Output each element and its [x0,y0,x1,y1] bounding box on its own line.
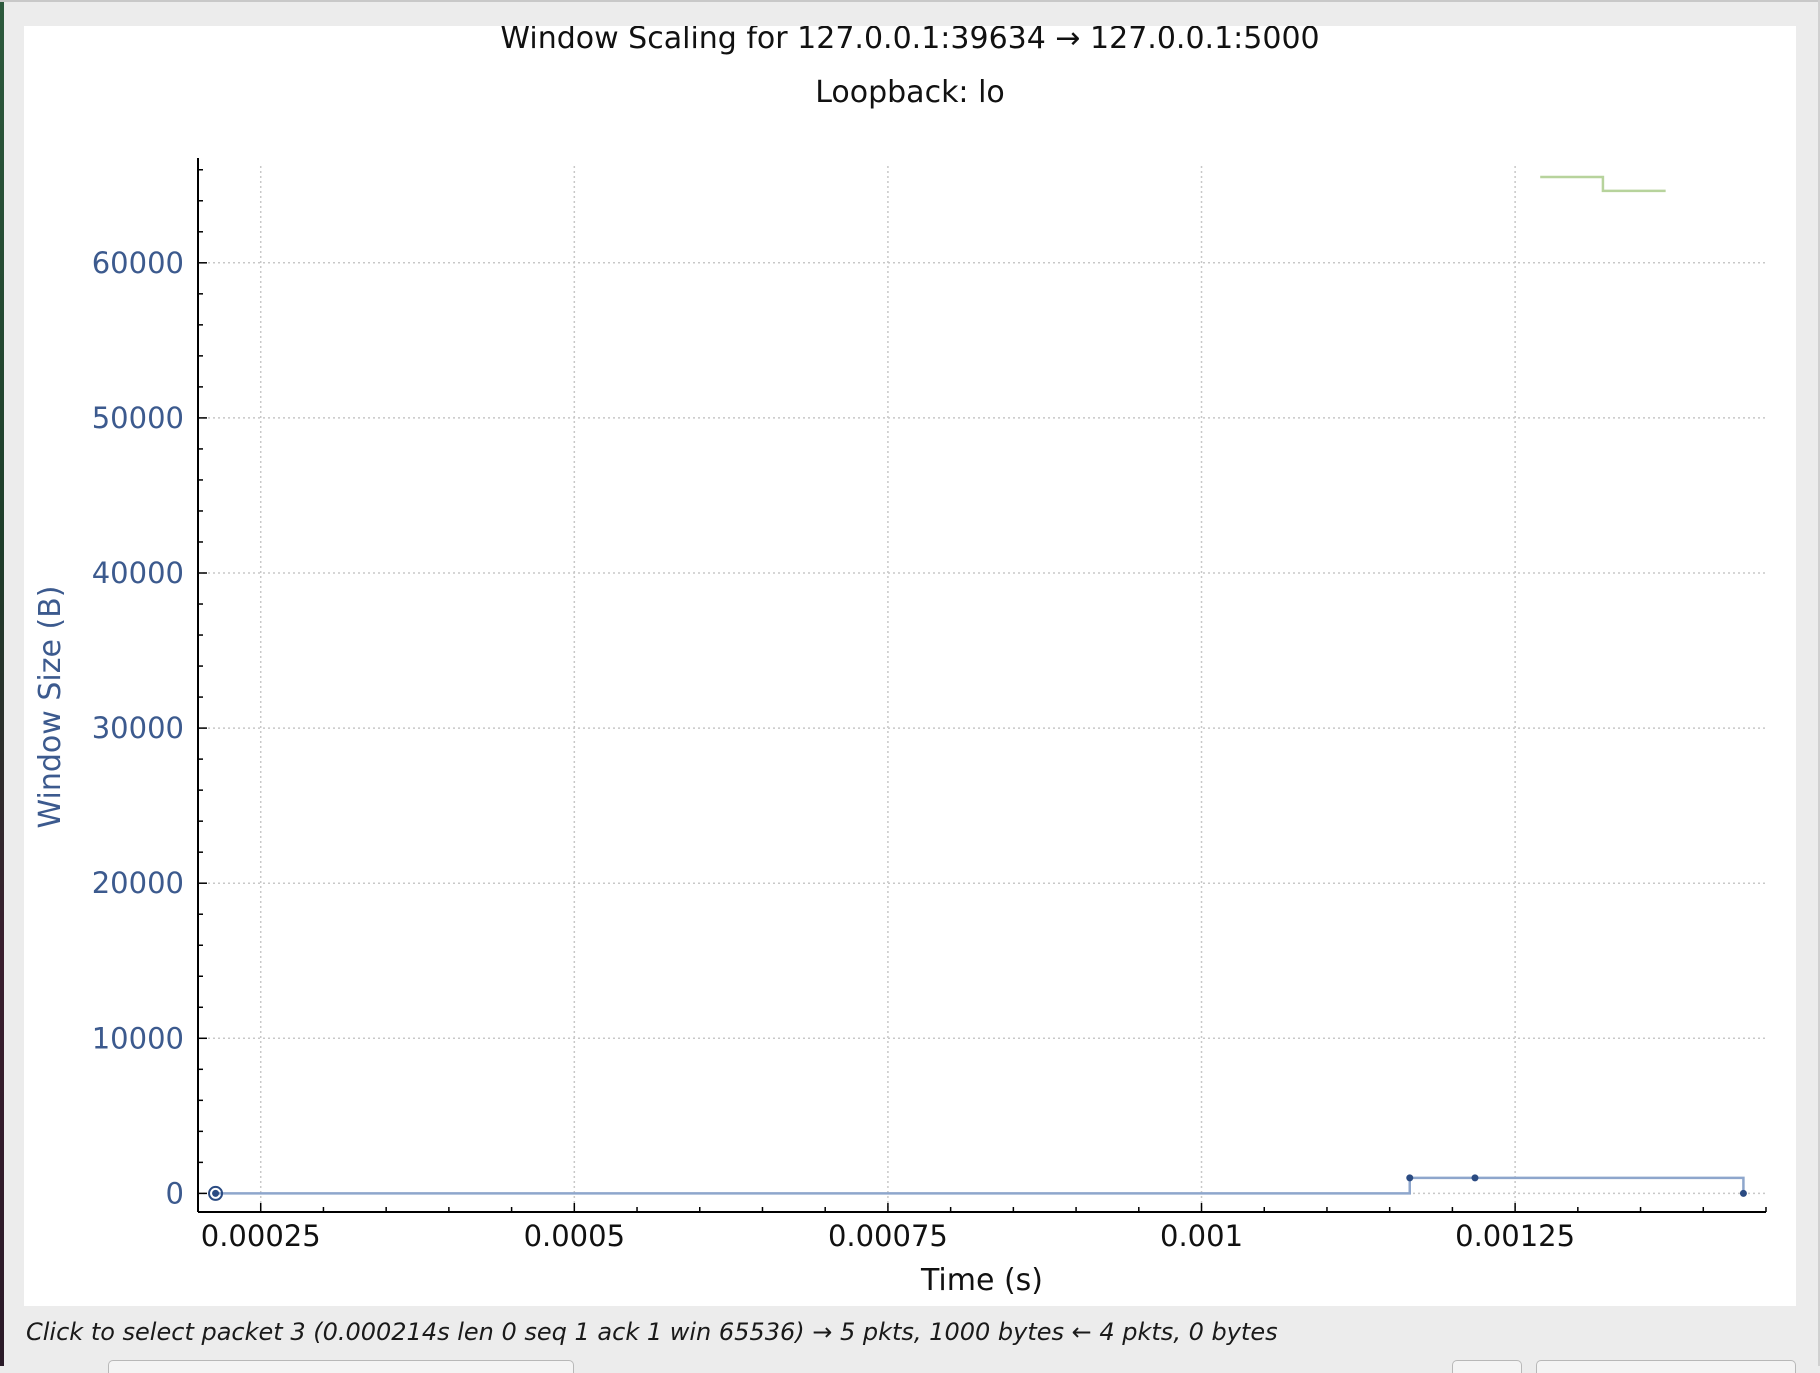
y-tick-label: 0 [166,1176,184,1210]
window-scaling-chart[interactable]: Window Scaling for 127.0.0.1:39634 → 127… [24,26,1796,1306]
plot-area[interactable]: Window Scaling for 127.0.0.1:39634 → 127… [24,26,1796,1306]
window-top-border [0,0,1820,2]
forward-window-point[interactable] [1739,1189,1747,1197]
reset-button[interactable] [108,1360,574,1373]
y-axis-label: Window Size (B) [33,586,68,829]
x-tick-label: 0.00025 [201,1219,321,1253]
y-tick-label: 50000 [92,401,184,435]
forward-window-series [215,1176,1745,1195]
reverse-window-series [1540,175,1666,193]
y-tick-label: 20000 [92,866,184,900]
forward-window-point[interactable] [1471,1174,1479,1182]
y-tick-label: 60000 [92,246,184,280]
status-hint: Click to select packet 3 (0.000214s len … [26,1318,1278,1346]
zoom-button[interactable] [1452,1360,1522,1373]
y-tick-label: 40000 [92,556,184,590]
selected-packet-marker[interactable] [208,1185,224,1201]
chart-title: Window Scaling for 127.0.0.1:39634 → 127… [500,26,1319,56]
x-tick-label: 0.00125 [1455,1219,1575,1253]
background-window-edge [0,0,4,1366]
forward-window-point[interactable] [1406,1174,1414,1182]
save-as-button[interactable] [1536,1360,1796,1373]
y-tick-label: 30000 [92,711,184,745]
x-tick-label: 0.0005 [524,1219,625,1253]
chart-subtitle: Loopback: lo [815,75,1005,110]
x-tick-label: 0.001 [1160,1219,1243,1253]
window-right-border [1818,0,1820,1366]
forward-window-point[interactable] [212,1189,220,1197]
x-tick-label: 0.00075 [828,1219,948,1253]
y-tick-label: 10000 [92,1021,184,1055]
x-axis-label: Time (s) [920,1263,1043,1298]
